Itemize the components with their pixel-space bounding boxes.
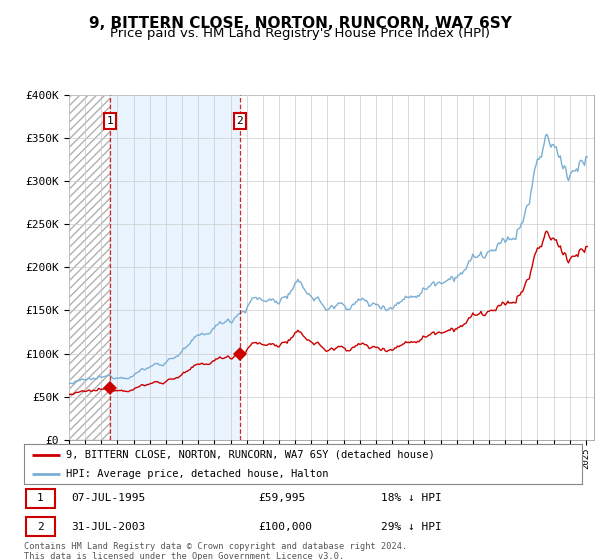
Text: £59,995: £59,995 — [259, 493, 305, 503]
Bar — [26, 489, 55, 508]
Bar — [26, 517, 55, 536]
Text: £100,000: £100,000 — [259, 521, 313, 531]
Text: 29% ↓ HPI: 29% ↓ HPI — [381, 521, 442, 531]
Text: Contains HM Land Registry data © Crown copyright and database right 2024.
This d: Contains HM Land Registry data © Crown c… — [24, 542, 407, 560]
Text: 9, BITTERN CLOSE, NORTON, RUNCORN, WA7 6SY: 9, BITTERN CLOSE, NORTON, RUNCORN, WA7 6… — [89, 16, 511, 31]
Text: 9, BITTERN CLOSE, NORTON, RUNCORN, WA7 6SY (detached house): 9, BITTERN CLOSE, NORTON, RUNCORN, WA7 6… — [66, 450, 434, 460]
Bar — [110, 95, 240, 440]
Text: 18% ↓ HPI: 18% ↓ HPI — [381, 493, 442, 503]
Text: 07-JUL-1995: 07-JUL-1995 — [71, 493, 146, 503]
Text: Price paid vs. HM Land Registry's House Price Index (HPI): Price paid vs. HM Land Registry's House … — [110, 27, 490, 40]
Bar — [69, 95, 110, 440]
Text: 2: 2 — [37, 521, 44, 531]
Text: 31-JUL-2003: 31-JUL-2003 — [71, 521, 146, 531]
Text: HPI: Average price, detached house, Halton: HPI: Average price, detached house, Halt… — [66, 469, 328, 478]
Text: 1: 1 — [106, 116, 113, 126]
Text: 1: 1 — [37, 493, 44, 503]
Text: 2: 2 — [236, 116, 243, 126]
